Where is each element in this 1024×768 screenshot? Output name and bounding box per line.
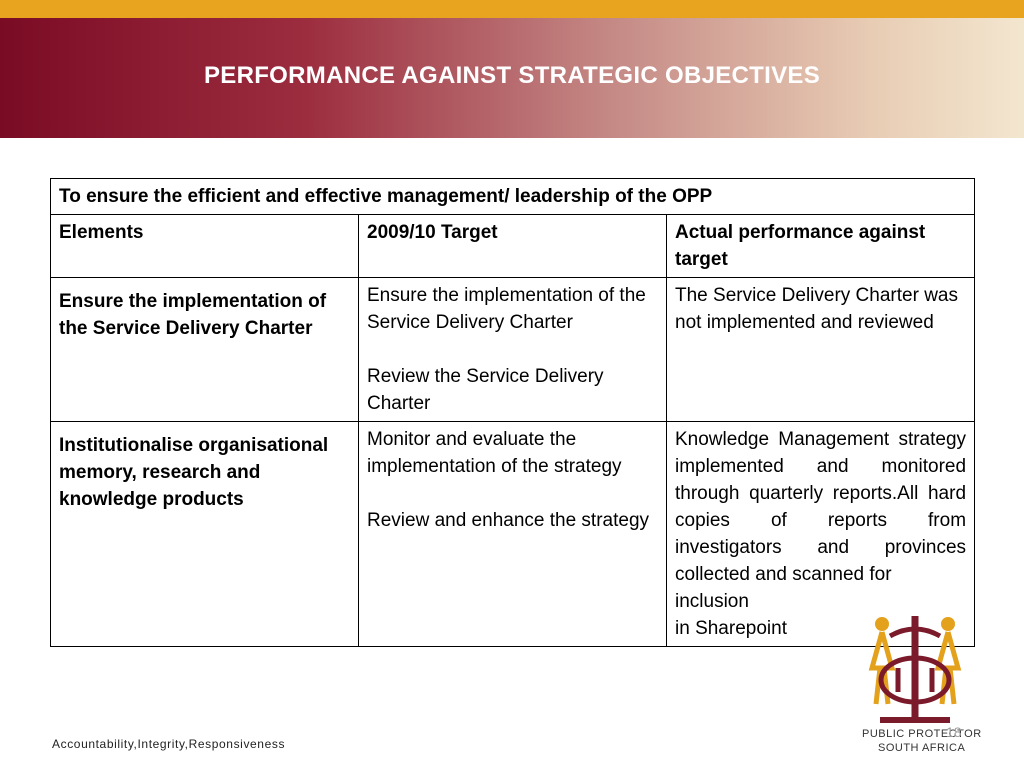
top-accent-stripe [0, 0, 1024, 18]
public-protector-logo [868, 616, 962, 723]
page-number: 18 [946, 724, 962, 740]
actual-text: in Sharepoint [675, 618, 787, 639]
element-cell: Ensure the implementation of the Service… [50, 277, 359, 422]
target-text: Ensure the implementation of the Service… [367, 285, 646, 333]
target-cell: Ensure the implementation of the Service… [358, 277, 667, 422]
target-cell: Monitor and evaluate the implementation … [358, 421, 667, 647]
logo-text: SOUTH AFRICA [878, 742, 966, 754]
header-elements: Elements [50, 214, 359, 278]
table-row: Institutionalise organisational memory, … [50, 421, 976, 647]
logo-text: PUBLIC PROTECTOR [862, 728, 982, 740]
header-band [0, 18, 1024, 138]
actual-text: inclusion [675, 591, 749, 612]
actual-text: Knowledge Management strategy implemente… [675, 429, 967, 585]
slide-title: PERFORMANCE AGAINST STRATEGIC OBJECTIVES [203, 62, 821, 89]
header-actual: Actual performance against target [665, 214, 976, 278]
element-cell: Institutionalise organisational memory, … [50, 421, 359, 647]
table-row: Ensure the implementation of the Service… [50, 277, 976, 422]
target-text: Monitor and evaluate the implementation … [367, 429, 622, 477]
objective-row: To ensure the efficient and effective ma… [49, 178, 976, 215]
footer-tagline: Accountability,Integrity,Responsiveness [52, 737, 286, 751]
header-target: 2009/10 Target [358, 214, 667, 278]
objective-cell: To ensure the efficient and effective ma… [49, 178, 976, 215]
column-header-row: Elements 2009/10 Target Actual performan… [50, 214, 976, 278]
actual-cell: Knowledge Management strategy implemente… [665, 421, 976, 647]
target-text: Review the Service Delivery Charter [367, 366, 604, 414]
performance-table: To ensure the efficient and effective ma… [49, 178, 976, 647]
actual-cell: The Service Delivery Charter was not imp… [665, 277, 976, 422]
target-text: Review and enhance the strategy [367, 510, 650, 531]
